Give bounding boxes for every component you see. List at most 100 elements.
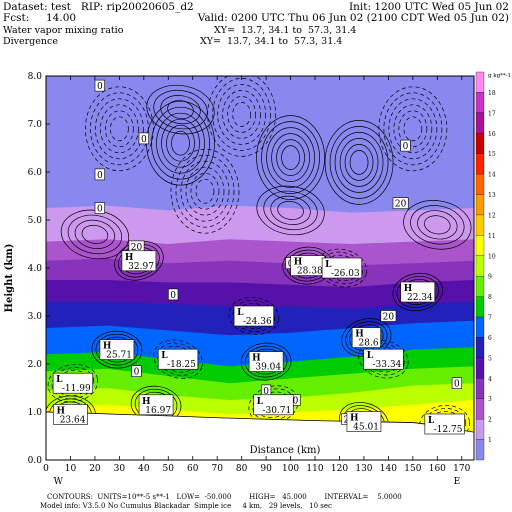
negative-contour [403,116,423,142]
colorbar-tick-label: 12 [488,212,496,219]
x-tick-label: 40 [138,464,150,474]
negative-contour [175,154,235,228]
negative-contour [419,405,470,443]
extremum-label: L-26.03 [321,257,363,279]
extremum-value: -18.25 [167,360,196,370]
contour-label-text: 0 [454,380,460,390]
x-tick-label: 10 [65,464,77,474]
colorbar-swatch [475,276,485,297]
contour-label-box [168,288,179,301]
contour-label-box [138,132,149,145]
negative-contour [95,98,144,160]
extremum-type: L [237,308,244,318]
contour-label: 0 [94,79,105,92]
contour-label-box [451,377,462,390]
negative-contour [105,110,134,148]
extremum-value: -24.36 [243,317,272,327]
x-tick-label: 80 [236,464,248,474]
positive-contour [396,275,439,309]
colorbar-tick-label: 18 [488,90,496,97]
positive-contour [281,145,300,170]
y-axis-title: Height (km) [4,244,15,313]
contour-label: 20 [392,197,409,210]
positive-contour [244,345,288,378]
negative-contour [228,297,280,335]
contour-label-box [131,365,142,378]
x-axis: 0 10 20 30 40 50 60 70 80 90 100 110 120 130 140 150 160… [43,76,471,487]
extremum-box [400,281,436,303]
extremum-value: 45.01 [353,423,379,433]
y-tick-label: 7.0 [28,120,43,130]
contour-label: 0 [131,365,142,378]
header-forecast-text: Fcst: 14.00 [3,12,77,24]
extremum-type: H [294,258,303,268]
positive-contour [392,272,443,312]
extremum-box [138,394,174,416]
positive-contour [417,210,458,240]
extremum-value: -12.75 [434,425,463,435]
positive-contour [410,205,465,245]
extremum-type: L [428,416,435,426]
colorbar-swatch [475,71,485,93]
positive-contour [329,126,389,199]
positive-contour [256,185,325,236]
positive-contour [67,214,123,255]
negative-contour [100,104,139,154]
x-tick-label: 20 [89,464,101,474]
extremum-value: 25.71 [106,351,132,361]
positive-contour [153,89,208,130]
extremum-label: H28.38 [290,255,325,277]
colorbar-tick-label: 9 [488,274,492,281]
extremum-box [52,372,94,394]
colorbar-tick-label: 17 [488,110,496,117]
colorbar-tick-label: 4 [488,376,492,383]
extremum-value: -11.99 [62,384,91,394]
negative-contour [212,78,272,151]
header-field2-xy: XY= 13.7, 34.1 to 57.3, 31.4 [200,36,343,47]
positive-contour [271,133,310,182]
header-dataset-text: Dataset: test RIP: rip20020605_d2 [3,1,194,13]
positive-contour [91,330,143,369]
positive-contour [334,132,384,193]
negative-contour [190,172,220,210]
extremum-box [53,404,88,425]
colorbar-tick-label: 1 [488,437,492,444]
positive-contour [156,112,205,174]
contour-label-text: 0 [97,205,103,215]
extremum-type: H [142,397,151,407]
positive-contour [167,100,194,120]
positive-contour [146,84,215,135]
positive-contour [349,150,369,175]
positive-contour [240,342,292,381]
extremum-value: 28.6 [359,339,379,349]
contour-label-text: 0 [170,291,176,301]
colorbar-tick-label: 5 [488,355,492,362]
y-tick-label: 2.0 [28,360,43,370]
negative-contour [85,86,154,172]
positive-contour [424,215,451,235]
extremum-label: H45.01 [346,411,382,433]
positive-contour [270,195,311,225]
contour-label-text: 0 [263,387,269,397]
extremum-box [121,250,157,272]
extremum-value: 22.34 [407,293,433,303]
contour-label-text: 0 [97,82,103,92]
extremum-label: H23.64 [53,404,88,425]
positive-contour [166,124,195,162]
contour-label: 20 [380,310,397,323]
colorbar-tick-label: 6 [488,335,492,342]
y-tick-label: 4.0 [28,264,43,274]
x-tick-label: 140 [380,464,397,474]
colorbar-tick-label: 11 [488,233,496,240]
extremum-label: L-11.99 [52,372,94,394]
extremum-label: H28.6 [351,327,381,349]
colorbar-swatch [475,194,485,216]
y-axis: 0.0 1.0 2.0 3.0 4.0 5.0 6.0 7.0 8.0 Height (km) [4,72,50,466]
extremum-value: 23.64 [60,415,86,425]
plot-footer: CONTOURS: UNITS=10**-5 s**-1 LOW= -50.00… [0,488,512,512]
extremum-label: L-24.36 [233,305,274,327]
positive-contour [74,219,116,249]
extremum-value: -30.71 [262,406,291,416]
extremum-label: H25.71 [99,339,135,361]
positive-contour [344,144,374,181]
